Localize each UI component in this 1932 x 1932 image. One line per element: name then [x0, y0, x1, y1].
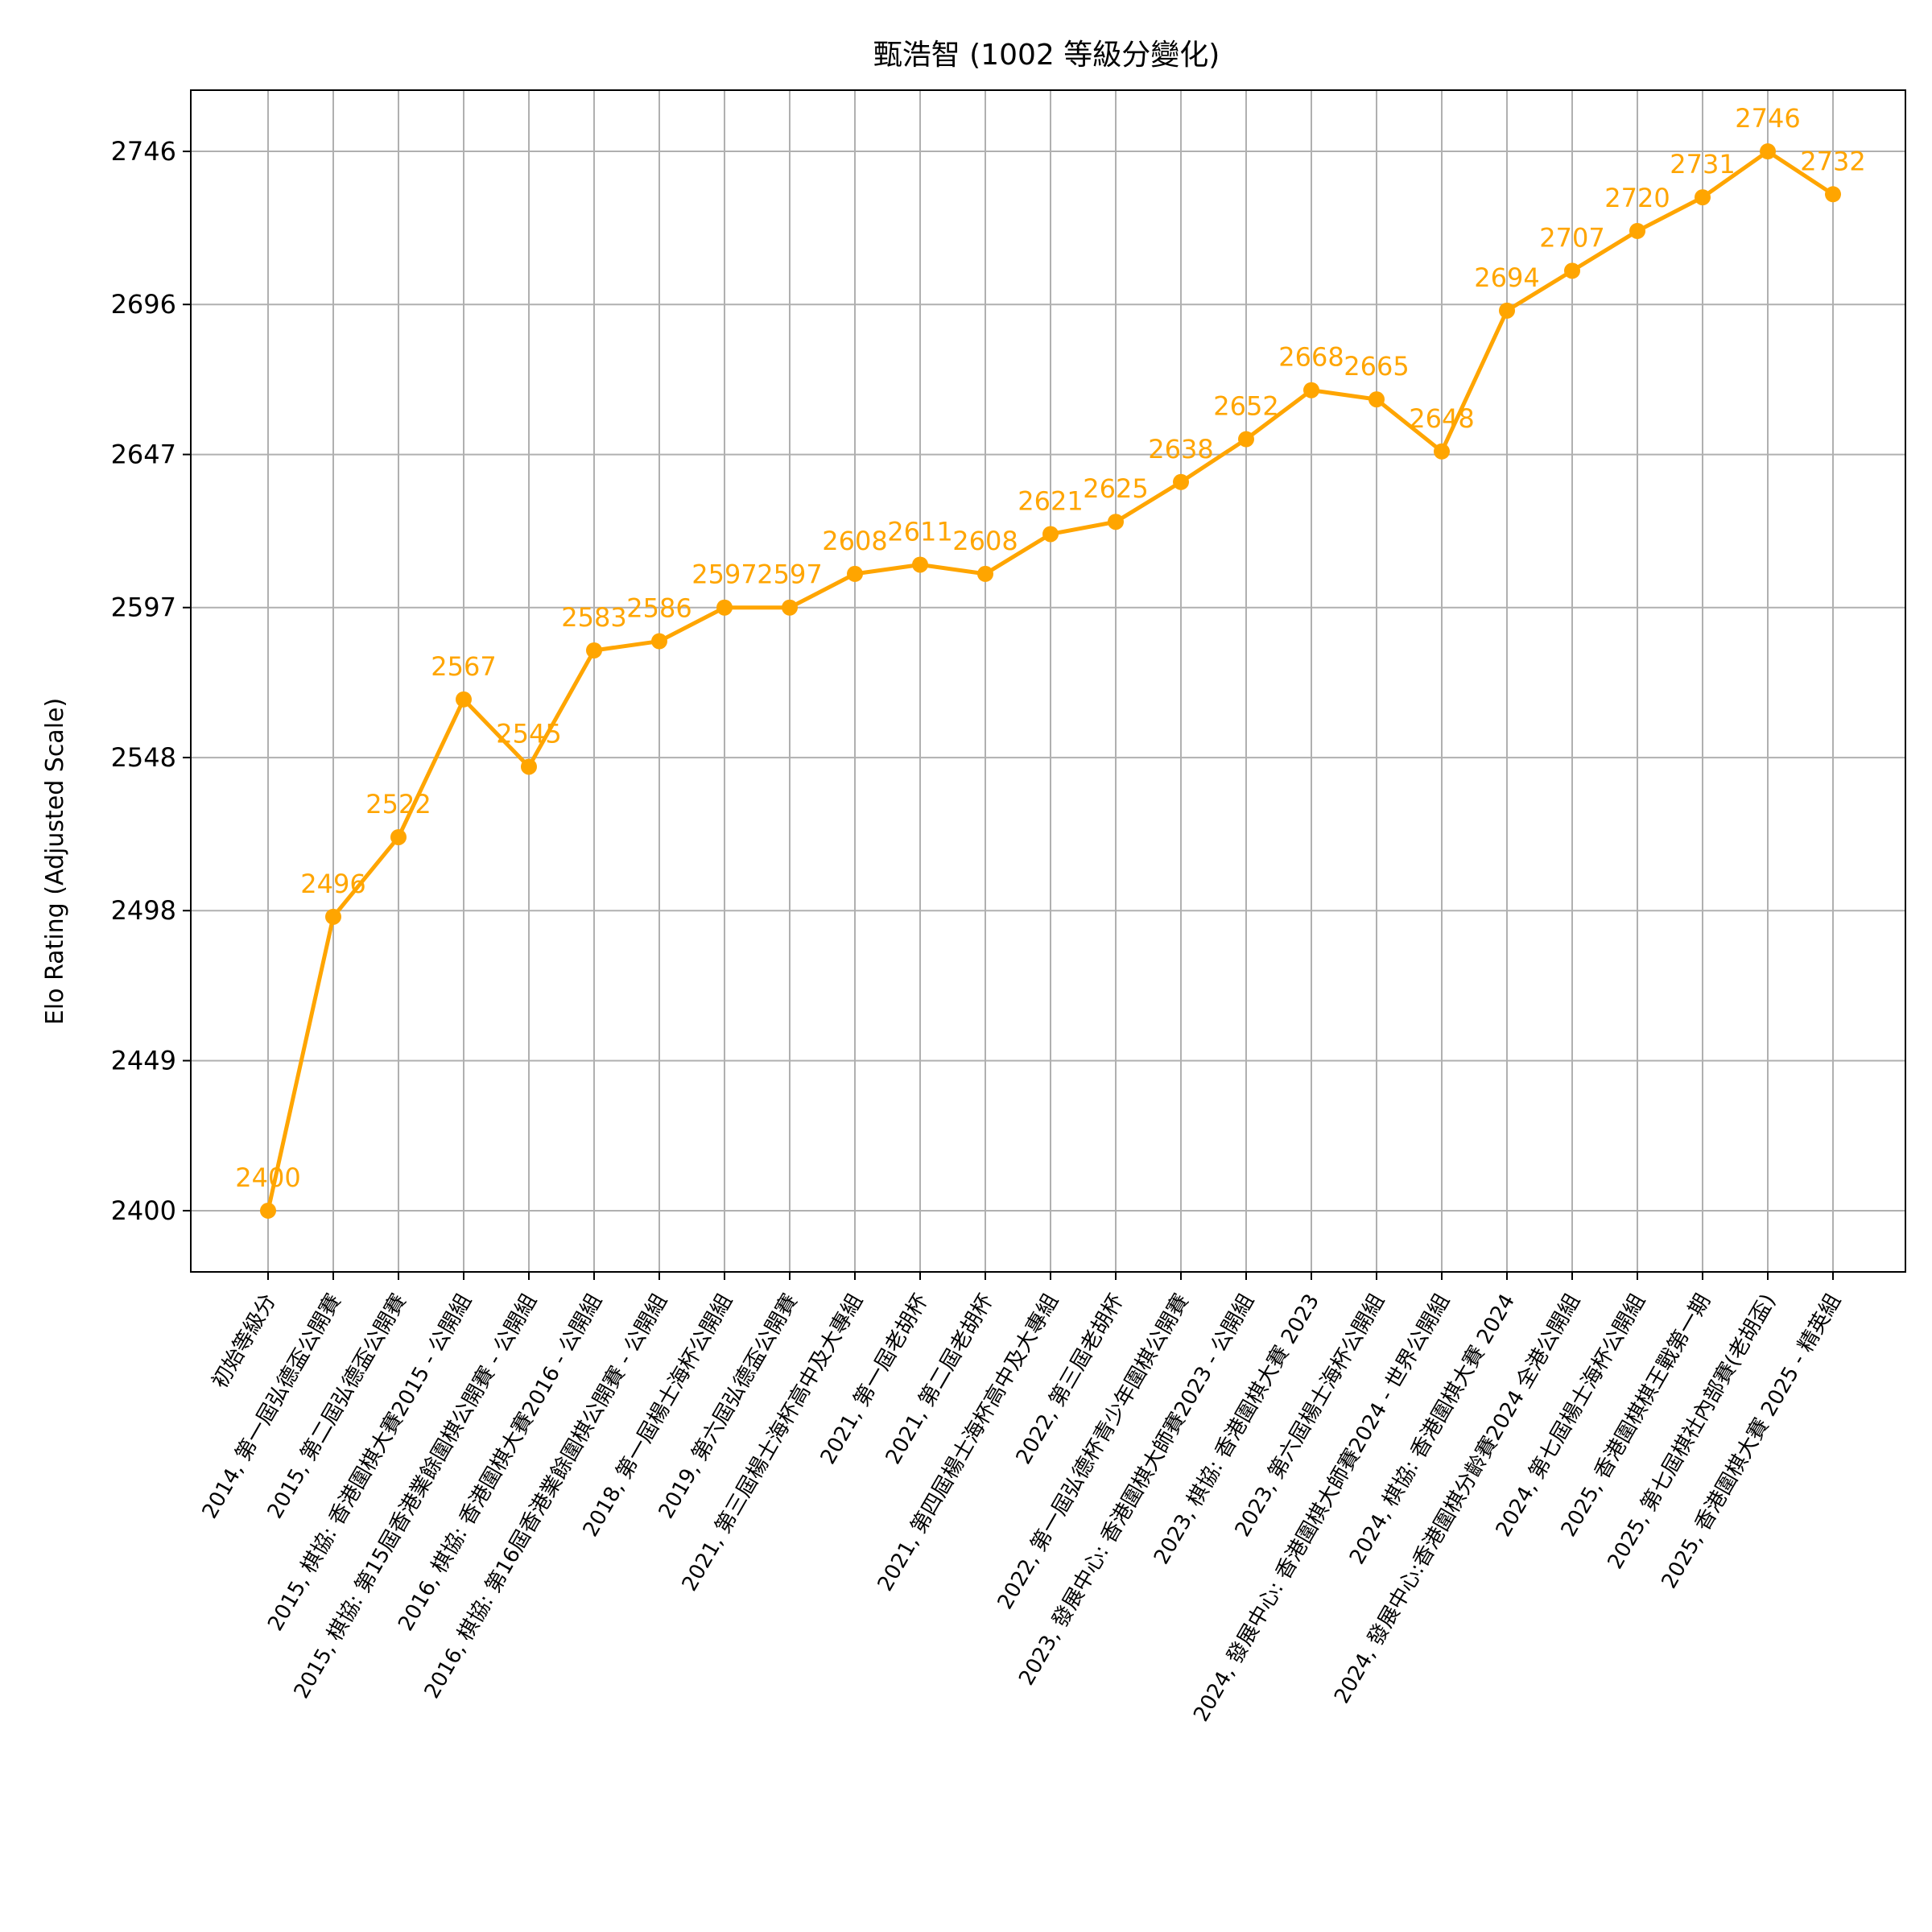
data-point — [977, 565, 993, 582]
data-point — [1042, 526, 1059, 543]
data-label: 2648 — [1409, 403, 1474, 434]
y-axis-label: Elo Rating (Adjusted Scale) — [41, 698, 69, 1025]
data-label: 2611 — [887, 516, 952, 547]
data-label: 2665 — [1344, 351, 1409, 382]
data-label: 2621 — [1018, 485, 1083, 516]
grid-layer — [191, 90, 1905, 1272]
y-tick-label: 2746 — [111, 136, 176, 167]
data-label: 2668 — [1278, 342, 1344, 373]
y-tick-label: 2449 — [111, 1046, 176, 1076]
data-point — [716, 599, 733, 616]
data-point — [847, 565, 863, 582]
data-label: 2400 — [235, 1162, 300, 1193]
data-point — [1825, 186, 1841, 203]
data-label: 2567 — [431, 651, 496, 682]
data-point — [1629, 222, 1645, 239]
y-tick-label: 2498 — [111, 895, 176, 926]
data-label: 2586 — [626, 593, 691, 624]
data-label: 2597 — [691, 559, 757, 590]
data-label: 2608 — [952, 526, 1018, 556]
data-label: 2638 — [1148, 434, 1213, 464]
data-point — [912, 556, 928, 573]
x-tick-label: 2015, 棋協: 第15屆香港業餘圍棋公開賽 - 公開組 — [290, 1290, 542, 1703]
data-point — [1303, 382, 1319, 398]
data-label: 2545 — [496, 718, 561, 749]
chart-title: 甄浩智 (1002 等級分變化) — [873, 39, 1220, 72]
data-point — [1564, 262, 1580, 279]
data-point — [1108, 514, 1124, 530]
data-point — [1434, 443, 1450, 460]
data-label: 2583 — [561, 602, 626, 633]
data-point — [1238, 431, 1254, 448]
data-point — [1499, 302, 1515, 319]
data-point — [1695, 189, 1711, 206]
data-label: 2652 — [1213, 391, 1278, 422]
data-label: 2597 — [757, 559, 822, 590]
series-line-layer — [260, 143, 1841, 1219]
x-tick-label: 2016, 棋協: 第16屆香港業餘圍棋公開賽 - 公開組 — [420, 1290, 672, 1703]
x-tick-label: 初始等級分 — [208, 1290, 281, 1393]
y-tick-label: 2696 — [111, 289, 176, 320]
x-tick-label: 2023, 發展中心: 香港圍棋大師賽2023 - 公開組 — [1014, 1290, 1259, 1690]
data-label: 2720 — [1604, 183, 1670, 213]
data-label: 2608 — [822, 526, 887, 556]
data-point — [456, 691, 472, 708]
data-label: 2732 — [1800, 146, 1865, 176]
data-point — [651, 633, 667, 650]
data-label: 2496 — [300, 869, 365, 899]
data-point — [521, 758, 537, 775]
data-point — [325, 908, 341, 925]
y-tick-label: 2597 — [111, 592, 176, 623]
data-label: 2707 — [1539, 222, 1604, 253]
data-point — [782, 599, 798, 616]
x-tick-label: 2024, 發展中心:香港圍棋分齡賽2024 全港公開組 — [1330, 1290, 1585, 1708]
x-tick-label: 2024, 發展中心: 香港圍棋大師賽2024 - 世界公開組 — [1189, 1290, 1455, 1726]
data-label: 2731 — [1670, 149, 1735, 180]
data-label: 2746 — [1735, 103, 1800, 134]
data-point — [1368, 391, 1385, 408]
data-point — [586, 642, 602, 658]
data-point — [1760, 143, 1776, 160]
plot-frame — [190, 89, 1906, 1273]
y-tick-label: 2647 — [111, 440, 176, 470]
data-point — [1173, 473, 1189, 490]
data-point — [390, 828, 407, 845]
y-tick-label: 2548 — [111, 742, 176, 773]
data-label: 2625 — [1083, 473, 1148, 504]
data-label: 2694 — [1474, 262, 1539, 293]
data-label: 2522 — [365, 789, 431, 819]
y-tick-label: 2400 — [111, 1195, 176, 1226]
data-point — [260, 1202, 276, 1219]
